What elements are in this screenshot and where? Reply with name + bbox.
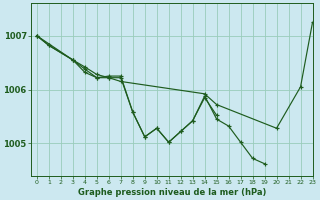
X-axis label: Graphe pression niveau de la mer (hPa): Graphe pression niveau de la mer (hPa) xyxy=(77,188,266,197)
